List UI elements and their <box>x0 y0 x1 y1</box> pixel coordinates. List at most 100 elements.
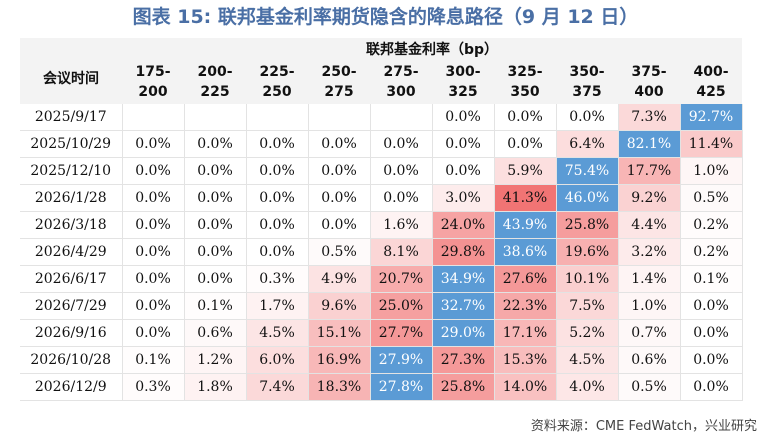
probability-cell: 0.0% <box>680 319 743 347</box>
probability-cell: 1.4% <box>618 265 681 293</box>
table-row: 2025/10/29 0.0% 0.0% 0.0% 0.0% 0.0% 0.0% 0.0% 6.… <box>20 130 743 158</box>
probability-cell: 1.2% <box>184 346 247 374</box>
probability-cell: 0.0% <box>370 130 433 158</box>
probability-cell: 16.9% <box>308 346 371 374</box>
meeting-date: 2026/9/16 <box>20 319 123 347</box>
column-header-top: 300- <box>445 64 481 80</box>
probability-cell: 27.3% <box>432 346 495 374</box>
probability-cell: 0.0% <box>246 211 309 239</box>
table-row: 2026/12/9 0.3% 1.8% 7.4% 18.3% 27.8% 25.8% 14.0… <box>20 373 743 401</box>
probability-cell: 27.9% <box>370 346 433 374</box>
probability-cell: 0.2% <box>680 211 743 239</box>
probability-cell: 32.7% <box>432 292 495 320</box>
column-header-bottom: 200 <box>138 84 168 100</box>
probability-cell: 20.7% <box>370 265 433 293</box>
column-header-bottom: 350 <box>510 84 540 100</box>
probability-cell: 0.0% <box>122 157 185 185</box>
probability-cell: 1.0% <box>680 157 743 185</box>
table-row: 2026/4/29 0.0% 0.0% 0.0% 0.5% 8.1% 29.8% 38.6% 1… <box>20 238 743 266</box>
meeting-date: 2026/3/18 <box>20 211 123 239</box>
table-row: 2026/7/29 0.0% 0.1% 1.7% 9.6% 25.0% 32.7% 22.3%… <box>20 292 743 320</box>
probability-cell: 1.0% <box>618 292 681 320</box>
column-header: 400- 425 <box>680 60 742 104</box>
probability-cell: 22.3% <box>494 292 557 320</box>
probability-cell: 0.2% <box>680 238 743 266</box>
column-header-row: 175- 200 200- 225 225- 250 250- 275 275- 300 300- 3… <box>20 60 742 104</box>
probability-cell: 92.7% <box>680 104 743 131</box>
column-header-top: 350- <box>569 64 605 80</box>
probability-cell: 38.6% <box>494 238 557 266</box>
meeting-date: 2026/4/29 <box>20 238 123 266</box>
probability-cell: 0.0% <box>122 292 185 320</box>
column-header-bottom: 375 <box>572 84 602 100</box>
probability-cell <box>184 104 247 131</box>
probability-cell <box>308 104 371 131</box>
column-header: 325- 350 <box>494 60 556 104</box>
probability-cell: 0.0% <box>122 238 185 266</box>
probability-cell: 11.4% <box>680 130 743 158</box>
probability-cell: 0.0% <box>122 130 185 158</box>
column-header: 375- 400 <box>618 60 680 104</box>
column-header-bottom: 225 <box>200 84 230 100</box>
meeting-date: 2026/1/28 <box>20 184 123 212</box>
column-header: 275- 300 <box>370 60 432 104</box>
probability-cell: 7.4% <box>246 373 309 401</box>
meeting-date: 2025/12/10 <box>20 157 123 185</box>
probability-cell: 0.0% <box>556 104 619 131</box>
probability-cell: 0.0% <box>184 238 247 266</box>
probability-cell: 0.0% <box>184 157 247 185</box>
probability-cell: 9.2% <box>618 184 681 212</box>
probability-cell: 15.1% <box>308 319 371 347</box>
column-header-bottom: 325 <box>448 84 478 100</box>
probability-cell: 4.4% <box>618 211 681 239</box>
column-header: 200- 225 <box>184 60 246 104</box>
column-header-top: 275- <box>383 64 419 80</box>
probability-cell: 0.0% <box>370 157 433 185</box>
column-header-top: 200- <box>197 64 233 80</box>
probability-cell: 0.0% <box>494 104 557 131</box>
probability-cell: 0.0% <box>494 130 557 158</box>
probability-cell: 0.0% <box>680 292 743 320</box>
probability-cell: 14.0% <box>494 373 557 401</box>
column-header-top: 250- <box>321 64 357 80</box>
probability-cell: 18.3% <box>308 373 371 401</box>
probability-cell: 0.0% <box>308 211 371 239</box>
probability-cell: 7.3% <box>618 104 681 131</box>
probability-cell: 0.7% <box>618 319 681 347</box>
column-header: 250- 275 <box>308 60 370 104</box>
probability-cell: 5.2% <box>556 319 619 347</box>
probability-cell: 10.1% <box>556 265 619 293</box>
meeting-date: 2026/6/17 <box>20 265 123 293</box>
probability-cell: 0.1% <box>680 265 743 293</box>
probability-cell <box>122 104 185 131</box>
probability-cell: 0.0% <box>680 346 743 374</box>
probability-cell: 25.8% <box>432 373 495 401</box>
probability-cell: 3.2% <box>618 238 681 266</box>
table-row: 2026/3/18 0.0% 0.0% 0.0% 0.0% 1.6% 24.0% 43.9% 2… <box>20 211 743 239</box>
probability-cell: 0.0% <box>184 265 247 293</box>
column-header-bottom: 425 <box>696 84 726 100</box>
meeting-date: 2026/7/29 <box>20 292 123 320</box>
probability-cell: 43.9% <box>494 211 557 239</box>
probability-cell: 7.5% <box>556 292 619 320</box>
probability-cell: 0.3% <box>246 265 309 293</box>
probability-cell: 1.6% <box>370 211 433 239</box>
table-row: 2026/6/17 0.0% 0.0% 0.3% 4.9% 20.7% 34.9% 27.6%… <box>20 265 743 293</box>
column-header-top: 375- <box>631 64 667 80</box>
probability-cell: 0.3% <box>122 373 185 401</box>
column-header-top: 400- <box>693 64 729 80</box>
column-header-top: 325- <box>507 64 543 80</box>
probability-cell: 27.7% <box>370 319 433 347</box>
meeting-date: 2025/9/17 <box>20 104 123 131</box>
probability-cell: 4.5% <box>556 346 619 374</box>
probability-cell: 75.4% <box>556 157 619 185</box>
probability-cell: 4.9% <box>308 265 371 293</box>
probability-cell: 0.0% <box>184 130 247 158</box>
table-row: 2026/9/16 0.0% 0.6% 4.5% 15.1% 27.7% 29.0% 17.1… <box>20 319 743 347</box>
probability-cell: 0.6% <box>618 346 681 374</box>
column-header-bottom: 300 <box>386 84 416 100</box>
probability-cell: 29.8% <box>432 238 495 266</box>
column-header-bottom: 250 <box>262 84 292 100</box>
column-header: 300- 325 <box>432 60 494 104</box>
probability-cell: 17.7% <box>618 157 681 185</box>
